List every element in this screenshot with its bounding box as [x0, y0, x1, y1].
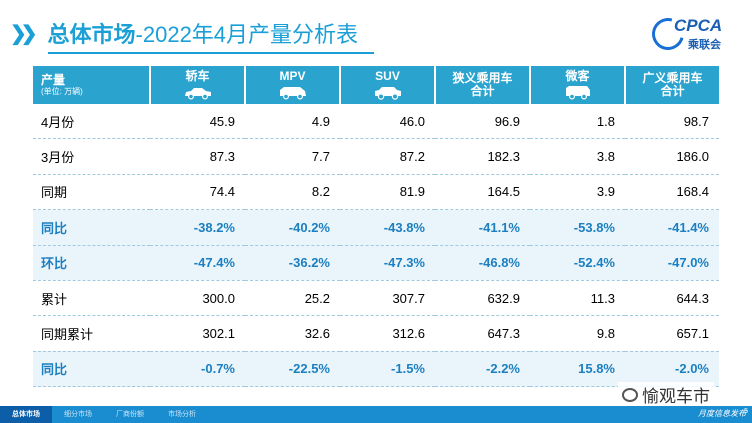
table-cell: 25.2: [245, 280, 340, 317]
table-cell: 3.9: [530, 174, 625, 211]
table-row: 同期 74.4 8.2 81.9 164.5 3.9 168.4: [33, 174, 719, 211]
table-cell: -53.8%: [530, 209, 625, 246]
header-cell: 产量 (单位: 万辆): [33, 66, 150, 104]
table-cell: 45.9: [150, 104, 245, 140]
table-cell: -1.5%: [340, 351, 435, 388]
table-row: 同期累计 302.1 32.6 312.6 647.3 9.8 657.1: [33, 315, 719, 352]
table-cell: -47.3%: [340, 245, 435, 281]
table-cell: 7.7: [245, 138, 340, 175]
table-row: 3月份 87.3 7.7 87.2 182.3 3.8 186.0: [33, 138, 719, 175]
table-cell: -47.4%: [150, 245, 245, 281]
table-cell: -52.4%: [530, 245, 625, 281]
footer-tab[interactable]: 厂商份额: [116, 411, 144, 418]
table-cell: -41.1%: [435, 209, 530, 246]
table-cell: 3.8: [530, 138, 625, 175]
footer-bar: 总体市场 细分市场 厂商份额 市场分析 月度信息发布: [0, 406, 752, 423]
row-label: 环比: [33, 245, 150, 281]
table-cell: -0.7%: [150, 351, 245, 388]
table-cell: -36.2%: [245, 245, 340, 281]
table-cell: 644.3: [625, 280, 719, 317]
watermark: 愉观车市: [618, 382, 714, 407]
row-label: 同期: [33, 174, 150, 211]
footer-tab[interactable]: 市场分析: [168, 411, 196, 418]
row-label: 同比: [33, 351, 150, 388]
table-cell: 74.4: [150, 174, 245, 211]
table-cell: 11.3: [530, 280, 625, 317]
table-row: 同比 -38.2% -40.2% -43.8% -41.1% -53.8% -41.4%: [33, 209, 719, 246]
column-header: 微客: [529, 66, 625, 104]
table-cell: -47.0%: [625, 245, 719, 281]
table-cell: -43.8%: [340, 209, 435, 246]
table-cell: 164.5: [435, 174, 530, 211]
table-cell: 300.0: [150, 280, 245, 317]
table-cell: 46.0: [340, 104, 435, 140]
table-cell: 96.9: [435, 104, 530, 140]
column-header: 广义乘用车 合计: [624, 66, 719, 104]
table-cell: -22.5%: [245, 351, 340, 388]
footer-tagline: 月度信息发布: [698, 409, 746, 418]
table-cell: 647.3: [435, 315, 530, 352]
table-cell: -38.2%: [150, 209, 245, 246]
table-cell: 302.1: [150, 315, 245, 352]
table-cell: 87.3: [150, 138, 245, 175]
wechat-icon: [622, 387, 638, 402]
chevron-icon: ❯❯: [10, 22, 37, 45]
microvan-icon: [563, 83, 593, 100]
table-row: 4月份 45.9 4.9 46.0 96.9 1.8 98.7: [33, 104, 719, 140]
column-header: 轿车: [149, 66, 245, 104]
table-cell: 186.0: [625, 138, 719, 175]
table-cell: 15.8%: [530, 351, 625, 388]
table-cell: -2.2%: [435, 351, 530, 388]
footer-tab[interactable]: 总体市场: [0, 406, 52, 423]
table-cell: 657.1: [625, 315, 719, 352]
column-header: MPV: [244, 66, 340, 104]
table-cell: 632.9: [435, 280, 530, 317]
title-underline: [48, 52, 374, 54]
table-cell: -40.2%: [245, 209, 340, 246]
table-cell: 1.8: [530, 104, 625, 140]
table-cell: 182.3: [435, 138, 530, 175]
table-cell: 9.8: [530, 315, 625, 352]
table-cell: 312.6: [340, 315, 435, 352]
table-row: 同比 -0.7% -22.5% -1.5% -2.2% 15.8% -2.0%: [33, 351, 719, 388]
table-row: 环比 -47.4% -36.2% -47.3% -46.8% -52.4% -47.0%: [33, 245, 719, 281]
row-label: 同比: [33, 209, 150, 246]
table-cell: 8.2: [245, 174, 340, 211]
table-cell: 81.9: [340, 174, 435, 211]
row-label: 累计: [33, 280, 150, 317]
row-label: 3月份: [33, 138, 150, 175]
row-label: 4月份: [33, 104, 150, 140]
table-cell: -2.0%: [625, 351, 719, 388]
cpca-logo: CPCA 乘联会: [646, 12, 742, 56]
column-header: SUV: [339, 66, 435, 104]
title-bar: ❯❯ 总体市场-2022年4月产量分析表: [10, 18, 358, 48]
table-header: 产量 (单位: 万辆) 轿车 MPV SUV 狭义乘用车 合计 微客 广义乘用车 合计: [33, 66, 719, 104]
table-cell: 87.2: [340, 138, 435, 175]
table-cell: 98.7: [625, 104, 719, 140]
table-cell: -46.8%: [435, 245, 530, 281]
table-cell: 4.9: [245, 104, 340, 140]
column-header: 狭义乘用车 合计: [434, 66, 530, 104]
table-cell: -41.4%: [625, 209, 719, 246]
page-number: 5: [744, 408, 748, 415]
footer-tab[interactable]: 细分市场: [64, 411, 92, 418]
sedan-icon: [183, 83, 213, 100]
table-row: 累计 300.0 25.2 307.7 632.9 11.3 644.3: [33, 280, 719, 317]
suv-icon: [373, 83, 403, 100]
table-cell: 32.6: [245, 315, 340, 352]
table-cell: 168.4: [625, 174, 719, 211]
mpv-icon: [278, 83, 308, 100]
production-table: 产量 (单位: 万辆) 轿车 MPV SUV 狭义乘用车 合计 微客 广义乘用车 合计 4月份…: [33, 66, 719, 388]
table-cell: 307.7: [340, 280, 435, 317]
row-label: 同期累计: [33, 315, 150, 352]
page-title: 总体市场-2022年4月产量分析表: [47, 22, 359, 47]
